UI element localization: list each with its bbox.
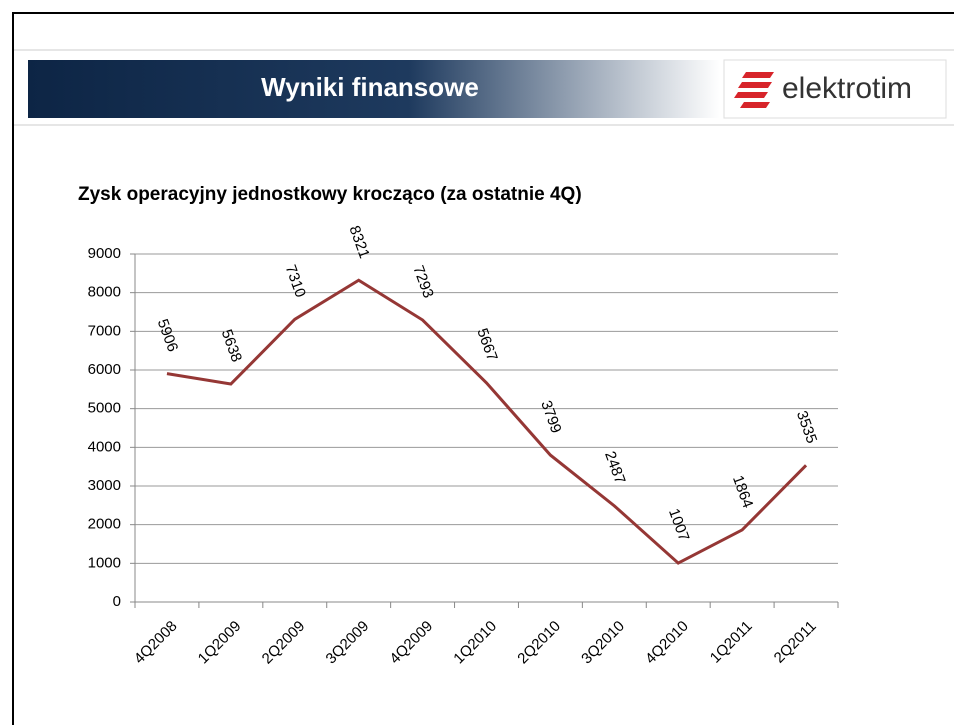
- data-label: 3799: [537, 398, 564, 435]
- x-tick-label: 1Q2011: [707, 618, 756, 667]
- data-label: 2487: [601, 449, 628, 486]
- data-label: 7310: [282, 263, 309, 300]
- header-bar: [28, 60, 720, 118]
- x-tick-label: 2Q2010: [514, 618, 564, 668]
- header-title: Wyniki finansowe: [261, 72, 479, 102]
- logo-box: [723, 59, 947, 119]
- y-tick-label: 3000: [88, 477, 121, 494]
- data-label: 8321: [345, 223, 372, 260]
- x-tick-label: 4Q2009: [386, 618, 436, 668]
- x-tick-label: 4Q2010: [642, 618, 692, 668]
- x-tick-label: 1Q2010: [450, 618, 500, 668]
- y-tick-label: 9000: [88, 245, 121, 262]
- y-tick-label: 0: [113, 593, 121, 610]
- x-tick-label: 4Q2008: [131, 618, 181, 668]
- y-tick-label: 7000: [88, 322, 121, 339]
- y-tick-label: 5000: [88, 400, 121, 417]
- data-label: 1864: [729, 473, 756, 510]
- slide-border: [12, 12, 954, 725]
- data-label: 3535: [793, 409, 820, 446]
- logo-text: elektrotim: [782, 72, 912, 105]
- logo-icon: [734, 72, 774, 108]
- x-tick-label: 2Q2011: [771, 618, 820, 667]
- y-tick-label: 2000: [88, 516, 121, 533]
- y-tick-label: 4000: [88, 438, 121, 455]
- data-label: 5906: [154, 317, 181, 354]
- data-line: [166, 278, 808, 565]
- x-tick-label: 2Q2009: [259, 618, 309, 668]
- x-tick-label: 3Q2010: [578, 618, 628, 668]
- chart-title: Zysk operacyjny jednostkowy krocząco (za…: [78, 184, 582, 205]
- y-tick-label: 1000: [88, 554, 121, 571]
- x-tick-label: 1Q2009: [195, 618, 245, 668]
- data-label: 5638: [218, 327, 245, 364]
- y-tick-label: 6000: [88, 361, 121, 378]
- x-tick-label: 3Q2009: [323, 618, 373, 668]
- y-tick-label: 8000: [88, 284, 121, 301]
- data-label: 7293: [409, 263, 436, 300]
